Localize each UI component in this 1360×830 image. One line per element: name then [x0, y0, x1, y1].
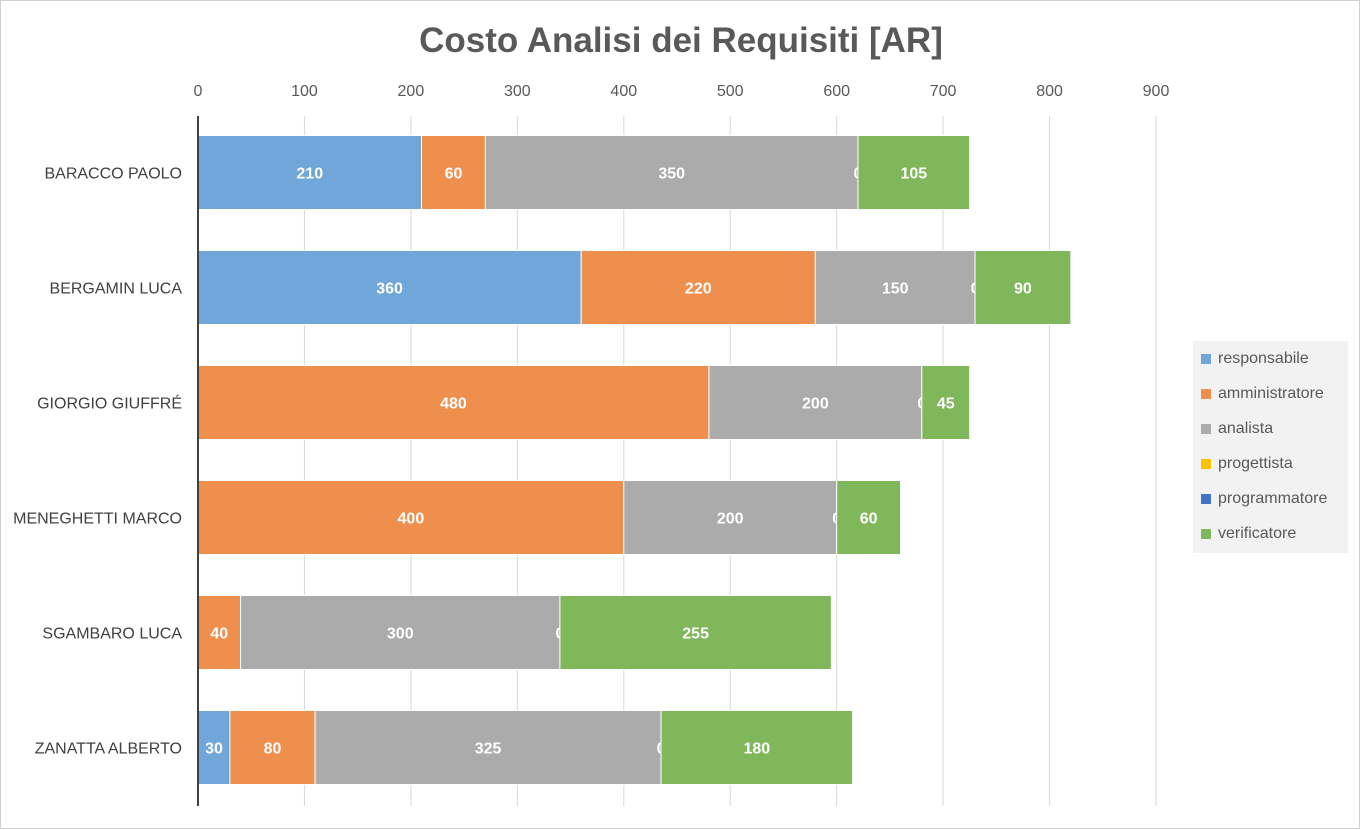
data-label: 350 [658, 166, 685, 183]
legend-item: analista [1201, 419, 1273, 439]
data-label: 480 [440, 396, 467, 413]
category-label: ZANATTA ALBERTO [35, 741, 182, 758]
legend-label: programmatore [1218, 490, 1328, 507]
data-label: 220 [685, 281, 712, 298]
legend-item: programmatore [1201, 489, 1327, 509]
data-label: 30 [205, 741, 223, 758]
bar-segment [559, 595, 832, 670]
data-label: 90 [1014, 281, 1032, 298]
data-label: 45 [937, 396, 955, 413]
bar-segment [623, 480, 838, 555]
legend-item: verificatore [1201, 524, 1296, 544]
bar-segment [197, 250, 582, 325]
category-label: SGAMBARO LUCA [42, 626, 182, 643]
legend-swatch [1201, 529, 1211, 539]
bar-segment [580, 250, 816, 325]
bar-segment [708, 365, 923, 440]
bar-segment [197, 365, 710, 440]
bar-segment [484, 135, 859, 210]
data-label: 150 [882, 281, 909, 298]
x-tick-label: 600 [823, 83, 850, 100]
bar-segment [421, 135, 486, 210]
data-label: 360 [376, 281, 403, 298]
data-label: 60 [445, 166, 463, 183]
x-tick-label: 400 [610, 83, 637, 100]
bar-segment [314, 710, 662, 785]
bar-segment [660, 710, 854, 785]
bar-segment [921, 365, 971, 440]
chart-title: Costo Analisi dei Requisiti [AR] [419, 21, 943, 60]
data-label: 80 [264, 741, 282, 758]
legend-label: progettista [1218, 455, 1293, 472]
bar-segment [197, 595, 242, 670]
x-tick-label: 100 [291, 83, 318, 100]
data-label: 210 [296, 166, 323, 183]
bar-segment [836, 480, 902, 555]
category-label: BERGAMIN LUCA [50, 281, 183, 298]
legend-label: responsabile [1218, 350, 1309, 367]
bar-segment [229, 710, 316, 785]
data-label: 200 [802, 396, 829, 413]
legend-label: amministratore [1218, 385, 1324, 402]
legend-swatch [1201, 389, 1211, 399]
legend-item: responsabile [1201, 349, 1309, 369]
data-label: 105 [900, 166, 927, 183]
category-label: GIORGIO GIUFFRÉ [37, 394, 182, 413]
bar-segment [240, 595, 561, 670]
x-tick-label: 900 [1143, 83, 1170, 100]
x-tick-label: 800 [1036, 83, 1063, 100]
bar-segment [857, 135, 971, 210]
bar-segment [197, 480, 625, 555]
x-tick-label: 500 [717, 83, 744, 100]
x-tick-label: 0 [194, 83, 203, 100]
legend-swatch [1201, 494, 1211, 504]
legend-swatch [1201, 459, 1211, 469]
category-label: BARACCO PAOLO [44, 166, 182, 183]
data-label: 180 [743, 741, 770, 758]
x-tick-label: 200 [398, 83, 425, 100]
legend-swatch [1201, 354, 1211, 364]
data-label: 400 [398, 511, 425, 528]
data-label: 325 [475, 741, 502, 758]
category-label: MENEGHETTI MARCO [13, 511, 182, 528]
data-label: 60 [860, 511, 878, 528]
legend-item: amministratore [1201, 384, 1324, 404]
chart-legend: responsabile amministratore analista proget… [1193, 341, 1348, 553]
bar-segment [974, 250, 1072, 325]
data-label: 40 [210, 626, 228, 643]
data-label: 255 [682, 626, 709, 643]
data-label: 200 [717, 511, 744, 528]
x-tick-label: 700 [930, 83, 957, 100]
legend-swatch [1201, 424, 1211, 434]
legend-label: verificatore [1218, 525, 1297, 542]
legend-item: progettista [1201, 454, 1293, 474]
x-tick-label: 300 [504, 83, 531, 100]
data-label: 300 [387, 626, 414, 643]
legend-label: analista [1218, 420, 1274, 437]
